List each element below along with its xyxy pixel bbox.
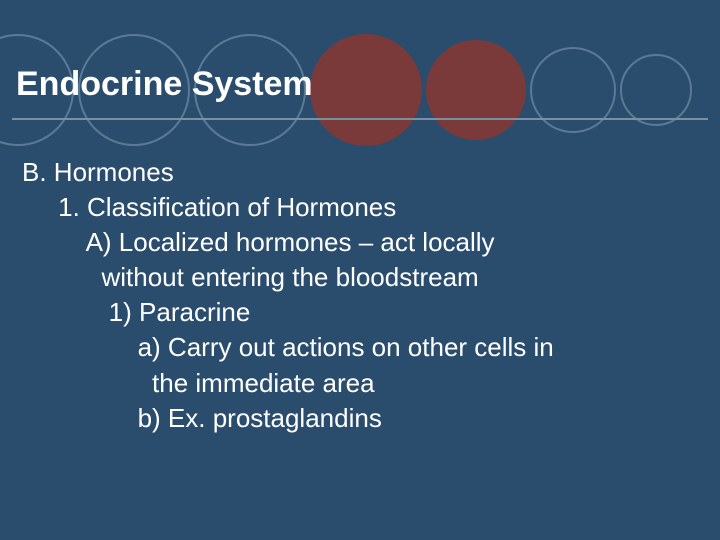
decorative-circle-6: [620, 54, 692, 126]
content-line-6: the immediate area: [22, 366, 554, 401]
content-line-2: A) Localized hormones – act locally: [22, 225, 554, 260]
decorative-circle-4: [426, 40, 526, 140]
content-line-7: b) Ex. prostaglandins: [22, 401, 554, 436]
title-underline: [12, 118, 708, 120]
slide-title: Endocrine System: [16, 65, 313, 104]
content-line-3: without entering the bloodstream: [22, 260, 554, 295]
decorative-circle-3: [310, 34, 422, 146]
content-line-5: a) Carry out actions on other cells in: [22, 330, 554, 365]
content-line-1: 1. Classification of Hormones: [22, 190, 554, 225]
content-line-4: 1) Paracrine: [22, 295, 554, 330]
content-line-0: B. Hormones: [22, 155, 554, 190]
decorative-circle-5: [530, 47, 616, 133]
slide-content: B. Hormones 1. Classification of Hormone…: [22, 155, 554, 436]
